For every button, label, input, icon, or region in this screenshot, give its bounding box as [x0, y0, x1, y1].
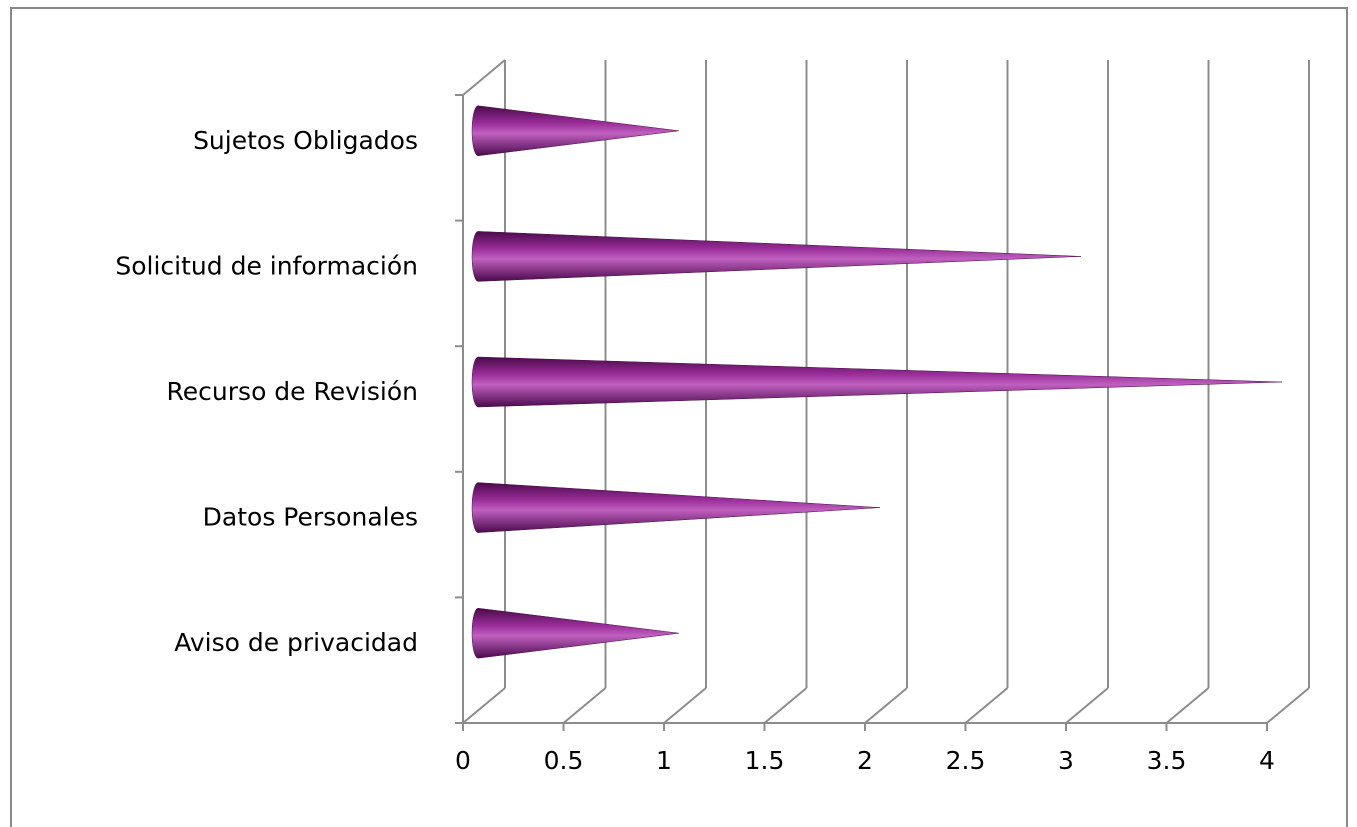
- x-tick-label: 3: [1058, 746, 1074, 775]
- gridline-floor: [964, 687, 1009, 724]
- category-label: Datos Personales: [203, 503, 418, 532]
- gridline-floor: [1266, 687, 1310, 724]
- x-tick-label: 0.5: [544, 746, 584, 775]
- bar: [471, 231, 1082, 282]
- gridline-floor: [462, 687, 506, 724]
- bar: [471, 482, 881, 533]
- x-tick-label: 3.5: [1147, 746, 1187, 775]
- bar: [471, 105, 680, 157]
- x-tick-label: 2.5: [946, 746, 986, 775]
- cone-bars: [471, 105, 1283, 659]
- y-axis-top-edge: [462, 59, 506, 96]
- gridline-floor: [562, 687, 607, 724]
- bar: [471, 356, 1283, 408]
- bar: [471, 607, 680, 659]
- chart-frame: [10, 7, 1348, 827]
- category-label: Aviso de privacidad: [174, 628, 418, 657]
- category-label: Solicitud de información: [115, 251, 418, 280]
- x-tick-label: 0: [455, 746, 471, 775]
- gridline-floor: [864, 687, 908, 724]
- x-tick-label: 2: [857, 746, 873, 775]
- gridline-floor: [763, 687, 808, 724]
- x-tick-label: 4: [1259, 746, 1275, 775]
- category-label: Sujetos Obligados: [193, 126, 418, 155]
- x-tick-label: 1: [656, 746, 672, 775]
- axes: [455, 59, 1268, 731]
- gridline-floor: [1165, 687, 1210, 724]
- category-label: Recurso de Revisión: [167, 377, 418, 406]
- gridline-floor: [663, 687, 707, 724]
- labels: 0 0.5 1 1.5 2 2.5 3 3.5 4 Aviso de privacidad Dato…: [115, 126, 1275, 775]
- gridline-floor: [1065, 687, 1109, 724]
- x-tick-label: 1.5: [745, 746, 785, 775]
